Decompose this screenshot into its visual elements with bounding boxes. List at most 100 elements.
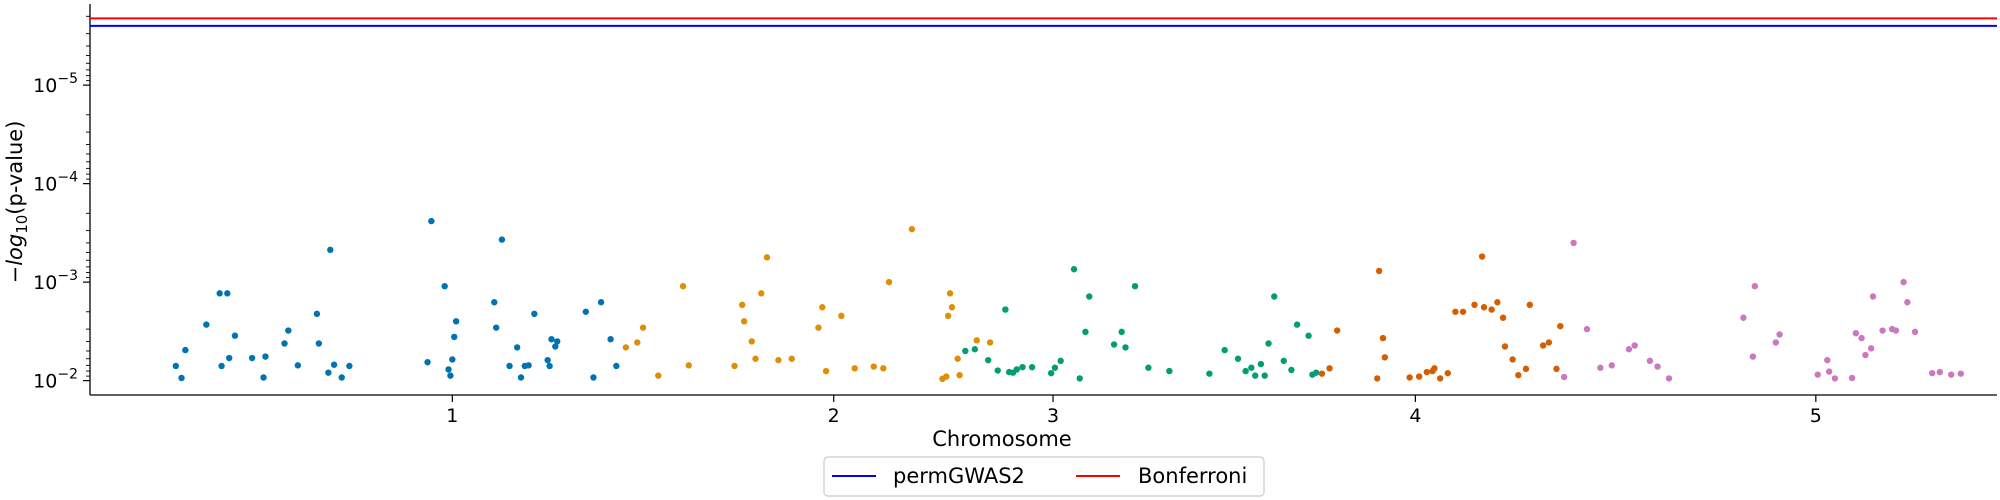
y-tick-label: 10−4	[33, 170, 78, 196]
point-chr3	[1313, 369, 1320, 376]
point-chr3	[1257, 360, 1265, 368]
point-chr4	[1478, 253, 1486, 260]
point-chr5	[1814, 371, 1821, 378]
point-chr2	[622, 344, 630, 351]
point-chr2	[838, 312, 845, 320]
point-chr1	[294, 362, 302, 369]
y-tick-base: 10	[33, 174, 57, 196]
point-chr4	[1499, 314, 1507, 321]
point-chr1	[224, 290, 231, 297]
point-chr2	[908, 225, 916, 233]
point-chr5	[1665, 375, 1673, 382]
point-chr4	[1522, 365, 1530, 373]
point-chr4	[1488, 306, 1495, 313]
point-chr3	[1234, 355, 1242, 362]
point-chr2	[748, 338, 755, 345]
point-chr4	[1494, 299, 1501, 306]
point-chr1	[172, 362, 180, 370]
threshold-lines	[90, 17, 1997, 27]
point-chr5	[1848, 374, 1856, 382]
y-tick-label: 10−3	[33, 268, 78, 294]
point-chr4	[1381, 354, 1389, 361]
point-chr1	[327, 246, 334, 254]
point-chr2	[655, 372, 662, 379]
point-chr3	[994, 367, 1001, 374]
point-chr1	[548, 336, 555, 343]
point-chr4	[1423, 368, 1431, 376]
point-chr5	[1892, 327, 1900, 334]
point-chr1	[546, 362, 553, 370]
point-chr4	[1318, 370, 1326, 377]
x-tick-label: 3	[1047, 405, 1059, 427]
point-chr4	[1557, 322, 1564, 330]
point-chr3	[1293, 321, 1301, 328]
point-chr5	[1751, 282, 1759, 290]
point-chr5	[1852, 329, 1860, 337]
point-chr3	[1122, 344, 1129, 351]
point-chr5	[1869, 293, 1877, 300]
point-chr1	[513, 344, 521, 351]
point-chr1	[178, 374, 185, 382]
point-chr3	[1166, 367, 1173, 375]
point-chr1	[260, 374, 267, 381]
point-chr2	[986, 339, 994, 346]
point-chr1	[491, 299, 498, 306]
point-chr5	[1858, 334, 1865, 342]
point-chr1	[424, 358, 431, 366]
point-chr2	[885, 278, 893, 286]
point-chr1	[182, 346, 189, 354]
point-chr2	[763, 254, 771, 261]
point-chr3	[1051, 364, 1059, 371]
point-chr2	[948, 304, 956, 311]
point-chr3	[1305, 332, 1312, 339]
point-chr3	[1280, 357, 1287, 365]
point-chr5	[1824, 356, 1831, 364]
point-chr4	[1515, 371, 1522, 379]
point-chr1	[313, 310, 321, 318]
point-chr2	[956, 371, 963, 379]
point-chr4	[1326, 365, 1333, 372]
point-chr1	[498, 236, 506, 243]
point-chr5	[1646, 357, 1654, 365]
point-chr5	[1583, 325, 1591, 333]
point-chr3	[1057, 357, 1064, 365]
y-axis-ticks: 10−210−310−410−5	[33, 15, 90, 393]
point-chr2	[788, 355, 795, 362]
point-chr3	[1118, 328, 1125, 336]
point-chr3	[1221, 346, 1228, 354]
point-chr3	[984, 356, 992, 364]
point-chr3	[1070, 266, 1078, 273]
y-axis-label-suffix: (p-value)	[3, 121, 27, 215]
point-chr5	[1928, 369, 1936, 377]
point-chr2	[738, 301, 746, 309]
y-tick-base: 10	[33, 371, 57, 393]
point-chr1	[525, 362, 532, 369]
point-chr2	[822, 367, 830, 375]
point-chr5	[1862, 351, 1869, 359]
point-chr4	[1501, 343, 1509, 350]
point-chr1	[449, 356, 456, 363]
point-chr4	[1333, 327, 1341, 334]
point-chr1	[597, 299, 605, 306]
point-chr1	[203, 321, 210, 328]
point-chr1	[531, 310, 538, 318]
point-chr5	[1776, 331, 1783, 338]
y-tick-label: 10−5	[33, 71, 78, 97]
point-chr5	[1749, 353, 1757, 360]
point-chr1	[613, 362, 620, 370]
point-chr2	[639, 324, 647, 331]
point-chr5	[1879, 327, 1886, 334]
point-chr4	[1444, 369, 1451, 377]
point-chr1	[590, 374, 597, 381]
point-chr4	[1545, 339, 1553, 346]
point-chr5	[1570, 239, 1577, 247]
legend: permGWAS2 Bonferroni	[823, 456, 1265, 497]
point-chr4	[1406, 374, 1413, 381]
point-chr3	[1248, 364, 1255, 371]
point-chr2	[634, 339, 641, 346]
point-chr5	[1608, 362, 1615, 369]
point-chr1	[452, 318, 460, 325]
point-chr1	[441, 282, 448, 290]
point-chr4	[1471, 301, 1478, 309]
